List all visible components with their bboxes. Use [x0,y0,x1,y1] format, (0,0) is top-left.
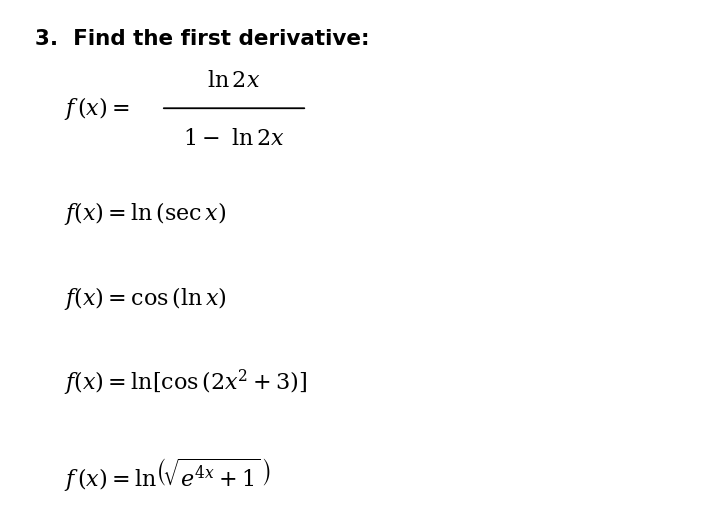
Text: $f\,(x) =$: $f\,(x) =$ [64,95,129,122]
Text: $\mathrm{ln}\,2x$: $\mathrm{ln}\,2x$ [207,70,261,91]
Text: 3.  Find the first derivative:: 3. Find the first derivative: [35,29,370,49]
Text: $f(x) = \mathrm{ln}\,(\mathrm{sec}\,x)$: $f(x) = \mathrm{ln}\,(\mathrm{sec}\,x)$ [64,200,226,228]
Text: $f\,(x) = \ln\!\left(\!\sqrt{e^{4x}+1}\,\right)$: $f\,(x) = \ln\!\left(\!\sqrt{e^{4x}+1}\,… [64,457,270,494]
Text: $f(x) = \mathrm{cos}\,(\mathrm{ln}\,x)$: $f(x) = \mathrm{cos}\,(\mathrm{ln}\,x)$ [64,285,226,312]
Text: $1 -\ \mathrm{ln}\,2x$: $1 -\ \mathrm{ln}\,2x$ [183,128,285,149]
Text: $f(x) = \mathrm{ln}[\mathrm{cos}\,(2x^2 + 3)]$: $f(x) = \mathrm{ln}[\mathrm{cos}\,(2x^2 … [64,367,306,398]
